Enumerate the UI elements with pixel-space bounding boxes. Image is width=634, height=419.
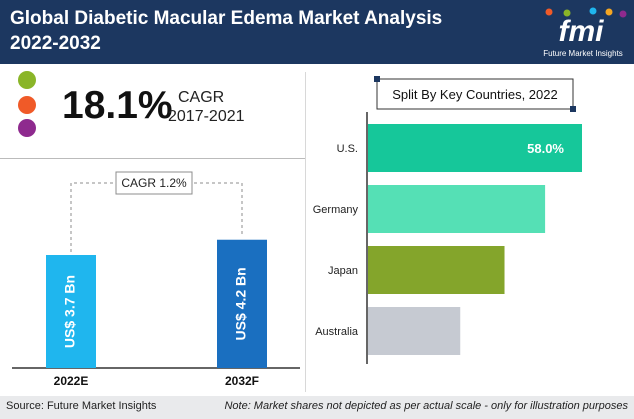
logo-text: fmi <box>559 15 605 48</box>
tick-label-germany: Germany <box>313 204 359 216</box>
data-label-us: 58.0% <box>527 141 564 156</box>
tick-label-japan: Japan <box>328 265 358 277</box>
data-label-2032f: US$ 4.2 Bn <box>233 267 249 340</box>
bar-2032f <box>217 239 267 368</box>
footer: Source: Future Market Insights Note: Mar… <box>0 396 634 419</box>
tick-label-2022e: 2022E <box>54 374 89 388</box>
disclaimer-note: Note: Market shares not depicted as per … <box>224 400 628 412</box>
bar-us <box>368 124 582 172</box>
chart-title: Split By Key Countries, 2022 <box>392 87 557 102</box>
title-line-2: 2022-2032 <box>10 33 101 54</box>
country-split-chart: U.S. 58.0% Germany Japan Australia Split By K… <box>313 76 582 364</box>
green-dot-icon <box>18 71 36 89</box>
fmi-logo: fmi Future Market Insights <box>543 7 627 58</box>
title-corner-marker-2 <box>570 106 576 112</box>
title-corner-marker <box>374 76 380 82</box>
vertical-divider <box>305 72 306 392</box>
header-banner: Global Diabetic Macular Edema Market Ana… <box>0 0 634 64</box>
cagr-bracket <box>70 182 243 252</box>
tick-label-us: U.S. <box>337 143 358 155</box>
page-title: Global Diabetic Macular Edema Market Ana… <box>10 6 510 56</box>
tick-label-2032f: 2032F <box>225 374 259 388</box>
separator-line <box>0 158 305 159</box>
title-line-1: Global Diabetic Macular Edema Market Ana… <box>10 8 443 29</box>
purple-dot-icon <box>18 119 36 137</box>
bar-japan <box>368 246 505 294</box>
data-label-2022e: US$ 3.7 Bn <box>62 275 78 348</box>
tick-label-australia: Australia <box>315 326 359 338</box>
cagr-value: 18.1% <box>62 84 173 127</box>
source-note: Source: Future Market Insights <box>6 400 157 412</box>
cagr-period: 2017-2021 <box>168 108 245 125</box>
market-value-chart: US$ 3.7 Bn US$ 4.2 Bn 2022E 2032F CAGR 1.2% <box>12 171 300 388</box>
bar-australia <box>368 307 461 355</box>
logo-subtext: Future Market Insights <box>543 49 623 58</box>
cagr-label: CAGR <box>178 89 225 106</box>
cagr-annotation-box <box>115 171 193 195</box>
orange-dot-icon <box>18 96 36 114</box>
chart-title-box <box>376 78 574 110</box>
bar-germany <box>368 185 546 233</box>
cagr-annotation: CAGR 1.2% <box>121 176 187 190</box>
bar-2022e <box>46 255 96 368</box>
